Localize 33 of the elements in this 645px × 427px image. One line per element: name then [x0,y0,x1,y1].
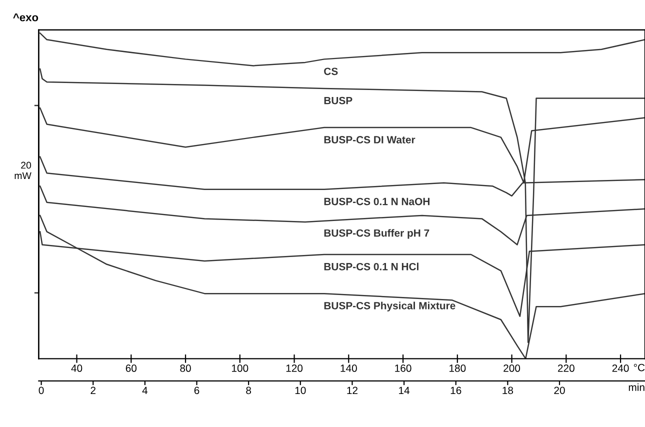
x-tick-label: 60 [126,364,137,372]
x2-tick-label: 10 [295,386,306,394]
x2-tick-label: 12 [347,386,358,394]
x-tick-label: 140 [340,364,357,372]
series-label: BUSP [324,96,352,104]
series-label: CS [324,68,338,76]
series-label: BUSP-CS 0.1 N HCl [324,262,418,270]
x-axis-title: °C [634,364,645,372]
series-label: BUSP-CS Physical Mixture [324,302,456,312]
x-tick-label: 40 [71,364,82,372]
x2-tick-label: 0 [38,386,44,394]
x-tick-label: 100 [232,364,248,372]
series-label: BUSP-CS DI Water [324,136,416,144]
text: ^exo [13,14,38,22]
x-tick-label: 240 [612,364,629,372]
x-tick-label: 120 [286,364,303,372]
x2-tick-label: 16 [450,386,462,394]
x-tick-label: 160 [395,364,412,372]
text: 20 mW [14,162,32,180]
x2-tick-label: 8 [246,386,252,394]
x2-tick-label: 6 [194,386,200,394]
x2-tick-label: 14 [399,386,410,394]
x-tick-label: 80 [180,364,191,372]
series-label: BUSP-CS 0.1 N NaOH [324,198,430,206]
series-label: BUSP-CS Buffer pH 7 [324,229,430,239]
x-tick-label: 220 [558,364,574,372]
x2-tick-label: 18 [502,386,514,394]
x2-tick-label: 2 [90,386,96,394]
x-tick-label: 180 [450,364,466,372]
x2-axis-title: min [628,383,644,391]
x2-tick-label: 4 [142,386,148,394]
x-tick-label: 200 [504,364,520,372]
x2-tick-label: 20 [554,386,565,394]
